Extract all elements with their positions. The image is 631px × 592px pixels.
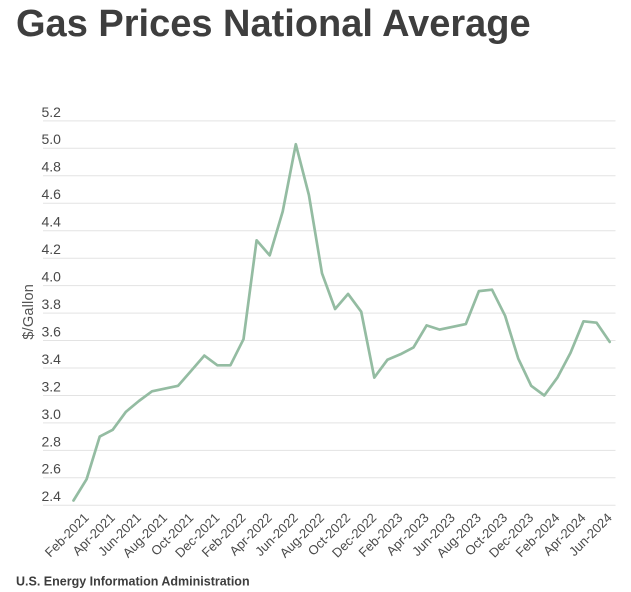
svg-text:4.6: 4.6 [42, 186, 62, 202]
svg-text:2.8: 2.8 [42, 433, 62, 449]
svg-text:3.8: 3.8 [42, 296, 62, 312]
svg-text:$/Gallon: $/Gallon [21, 284, 37, 340]
svg-text:4.0: 4.0 [42, 269, 62, 285]
svg-text:2.6: 2.6 [42, 461, 62, 477]
svg-text:2.4: 2.4 [42, 488, 62, 504]
svg-text:3.0: 3.0 [42, 406, 62, 422]
svg-text:U.S. Energy Information Admini: U.S. Energy Information Administration [16, 575, 250, 589]
svg-text:4.4: 4.4 [42, 214, 62, 230]
svg-text:3.6: 3.6 [42, 323, 62, 339]
svg-text:3.4: 3.4 [42, 351, 62, 367]
svg-text:4.2: 4.2 [42, 241, 62, 257]
svg-text:3.2: 3.2 [42, 378, 62, 394]
svg-text:4.8: 4.8 [42, 159, 62, 175]
svg-text:5.2: 5.2 [42, 104, 62, 120]
svg-text:5.0: 5.0 [42, 131, 62, 147]
